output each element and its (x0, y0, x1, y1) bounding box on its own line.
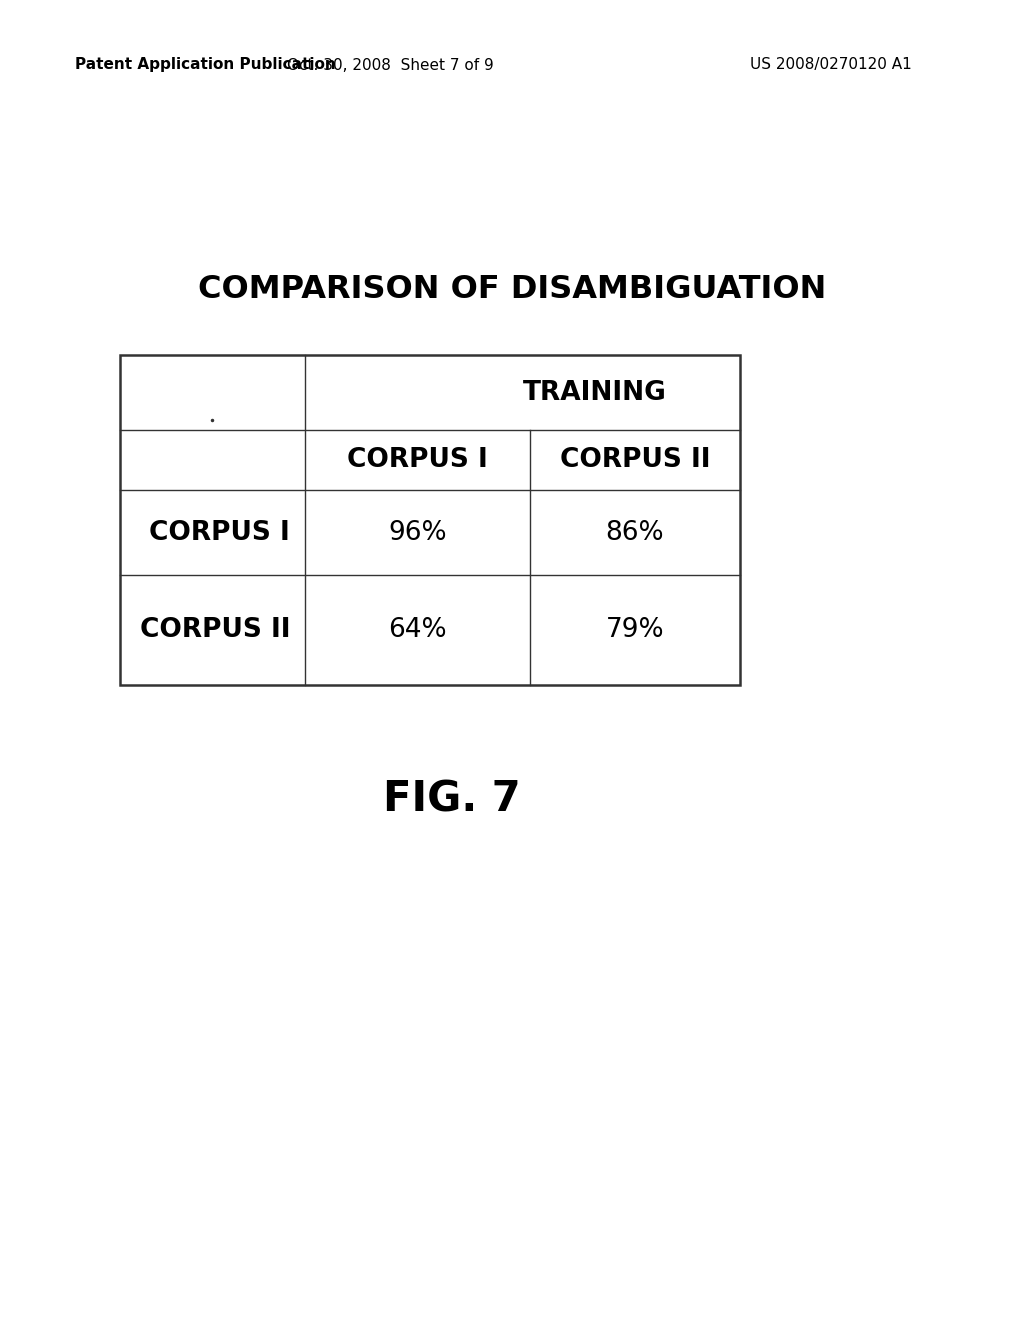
Text: CORPUS I: CORPUS I (150, 520, 290, 545)
Text: Patent Application Publication: Patent Application Publication (75, 58, 336, 73)
Text: CORPUS II: CORPUS II (560, 447, 711, 473)
Text: 86%: 86% (605, 520, 665, 545)
Text: TRAINING: TRAINING (522, 380, 667, 405)
Text: 96%: 96% (388, 520, 446, 545)
Text: 64%: 64% (388, 616, 446, 643)
Text: CORPUS II: CORPUS II (139, 616, 290, 643)
Text: 79%: 79% (605, 616, 665, 643)
Text: Oct. 30, 2008  Sheet 7 of 9: Oct. 30, 2008 Sheet 7 of 9 (287, 58, 494, 73)
Bar (120, 355, 740, 685)
Text: FIG. 7: FIG. 7 (383, 779, 521, 821)
Text: COMPARISON OF DISAMBIGUATION: COMPARISON OF DISAMBIGUATION (198, 275, 826, 305)
Text: CORPUS I: CORPUS I (347, 447, 487, 473)
Text: US 2008/0270120 A1: US 2008/0270120 A1 (750, 58, 911, 73)
